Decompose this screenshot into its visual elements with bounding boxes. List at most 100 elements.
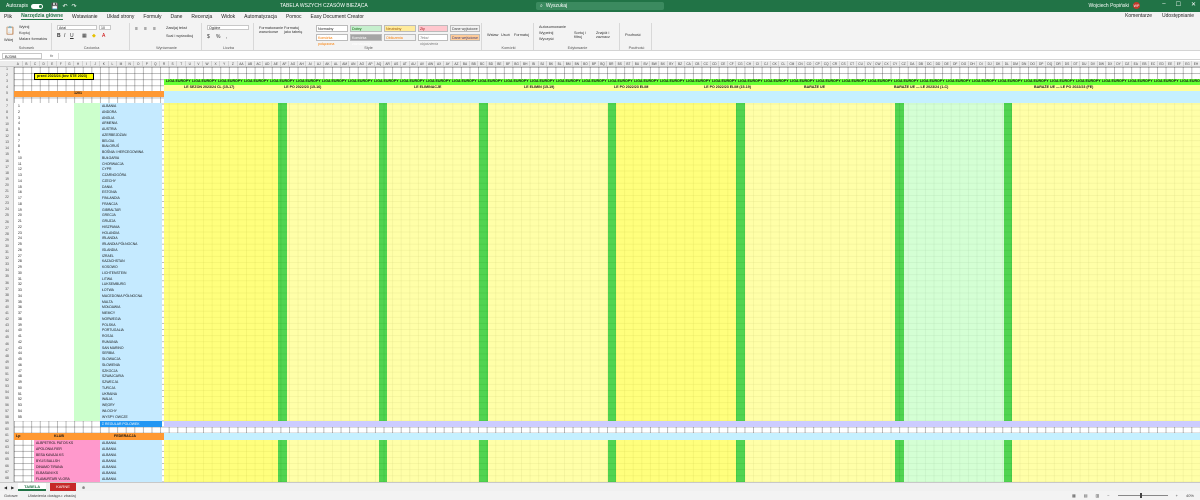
country-cell[interactable]: MACEDONIA PÓŁNOCNA — [102, 293, 143, 298]
column-header[interactable]: DY — [1115, 61, 1124, 66]
row-header[interactable]: 36 — [5, 280, 9, 285]
accessibility-status[interactable]: Ułatwienia dostępu: zbadaj — [27, 493, 76, 498]
column-header[interactable]: DK — [994, 61, 1003, 66]
row-header[interactable]: 56 — [5, 402, 9, 407]
avatar[interactable]: WP — [1133, 2, 1140, 9]
underline-icon[interactable]: U — [70, 33, 74, 39]
column-header[interactable]: AJ — [315, 61, 324, 66]
add-sheet-icon[interactable]: ⊕ — [81, 484, 86, 490]
name-box[interactable]: BJ398 — [2, 52, 42, 59]
country-cell[interactable]: SŁOWACJA — [102, 357, 121, 361]
close-icon[interactable]: ✕ — [1190, 2, 1196, 8]
row-header[interactable]: 66 — [5, 463, 9, 468]
row-header[interactable]: 57 — [5, 408, 9, 413]
column-header[interactable]: CU — [857, 61, 866, 66]
column-header[interactable]: EF — [1175, 61, 1184, 66]
column-header[interactable]: BD — [487, 61, 496, 66]
paste-button[interactable]: Wklej — [4, 38, 14, 42]
column-header[interactable]: DE — [943, 61, 952, 66]
column-header[interactable]: DC — [926, 61, 935, 66]
style-neutral[interactable]: Neutralny — [384, 25, 416, 32]
row-header[interactable]: 26 — [5, 219, 9, 224]
row-header[interactable]: 16 — [5, 158, 9, 163]
column-header[interactable]: BH — [521, 61, 530, 66]
column-header[interactable]: CR — [831, 61, 840, 66]
column-header[interactable]: DT — [1072, 61, 1081, 66]
column-header[interactable]: BC — [478, 61, 487, 66]
column-header[interactable]: BO — [582, 61, 591, 66]
column-header[interactable]: D — [40, 61, 49, 66]
zoom-slider[interactable] — [1117, 493, 1168, 498]
row-header[interactable]: 18 — [5, 170, 9, 175]
align-bottom-icon[interactable]: ≡ — [153, 26, 156, 32]
align-middle-icon[interactable]: ≡ — [144, 26, 147, 32]
column-header[interactable]: W — [203, 61, 212, 66]
column-header[interactable]: H — [74, 61, 83, 66]
country-cell[interactable]: HISZPANIA — [102, 224, 120, 229]
number-format-select[interactable]: Ogólne — [207, 25, 249, 30]
column-header[interactable]: BW — [650, 61, 659, 66]
column-header[interactable]: Q — [152, 61, 161, 66]
country-cell[interactable]: ROSJA — [102, 334, 114, 338]
column-header[interactable]: DP — [1037, 61, 1046, 66]
style-good[interactable]: Dobry — [350, 25, 382, 32]
font-size-select[interactable]: 10 — [99, 25, 111, 30]
row-header[interactable]: 10 — [5, 121, 9, 126]
clear-button[interactable]: Wyczyść — [539, 37, 554, 41]
club-federation-cell[interactable]: ALBANIA — [102, 471, 117, 475]
column-header[interactable]: CL — [779, 61, 788, 66]
column-header[interactable]: CM — [788, 61, 797, 66]
share-button[interactable]: Udostępnianie — [1162, 13, 1194, 19]
page-break-icon[interactable]: ▥ — [1095, 493, 1100, 498]
row-header[interactable]: 37 — [5, 286, 9, 291]
club-federation-cell[interactable]: ALBANIA — [102, 465, 117, 469]
column-header[interactable]: AF — [281, 61, 290, 66]
country-cell[interactable]: WALIA — [102, 397, 113, 402]
zoom-out-icon[interactable]: − — [1107, 493, 1110, 498]
column-header[interactable]: G — [66, 61, 75, 66]
comments-button[interactable]: Komentarze — [1125, 13, 1153, 19]
column-header[interactable]: AY — [444, 61, 453, 66]
column-header[interactable]: S — [169, 61, 178, 66]
column-header[interactable]: AN — [349, 61, 358, 66]
column-header[interactable]: E — [48, 61, 57, 66]
country-cell[interactable]: CYPR — [102, 167, 112, 172]
club-cell[interactable]: DINAMO TIRANA — [36, 465, 63, 469]
find-select-button[interactable]: Znajdź i zaznacz — [596, 31, 610, 39]
column-header[interactable]: AZ — [453, 61, 462, 66]
title-cell[interactable]: przed 2023/24 (bez STE 2023) — [34, 73, 94, 80]
column-header[interactable]: DB — [917, 61, 926, 66]
country-cell[interactable]: GRECJA — [102, 213, 116, 218]
column-header[interactable]: CJ — [762, 61, 771, 66]
club-federation-cell[interactable]: ALBANIA — [102, 459, 117, 463]
country-cell[interactable]: BUŁGARIA — [102, 155, 120, 160]
column-header[interactable]: CQ — [822, 61, 831, 66]
column-header[interactable]: CH — [745, 61, 754, 66]
country-cell[interactable]: LUKSEMBURG — [102, 282, 126, 287]
column-header[interactable]: DA — [908, 61, 917, 66]
insert-cells-button[interactable]: Wstaw — [487, 33, 499, 37]
redo-icon[interactable]: ↷ — [71, 3, 77, 10]
fill-color-icon[interactable]: ◆ — [92, 33, 96, 39]
column-header[interactable]: CI — [754, 61, 763, 66]
country-cell[interactable]: CZARNOGÓRA — [102, 173, 127, 177]
column-header[interactable]: CG — [736, 61, 745, 66]
maximize-icon[interactable]: ☐ — [1175, 2, 1181, 8]
column-header[interactable]: V — [195, 61, 204, 66]
column-header[interactable]: CO — [805, 61, 814, 66]
row-header[interactable]: 8 — [6, 109, 8, 114]
column-header[interactable]: BU — [633, 61, 642, 66]
column-header[interactable]: BN — [573, 61, 582, 66]
column-header[interactable]: BJ — [539, 61, 548, 66]
column-header[interactable]: BI — [530, 61, 539, 66]
column-header[interactable]: DD — [934, 61, 943, 66]
autosave-toggle[interactable]: Autozapis — [6, 3, 43, 9]
column-header[interactable]: BV — [642, 61, 651, 66]
column-header[interactable]: BS — [616, 61, 625, 66]
toggle-switch-icon[interactable] — [30, 3, 43, 9]
column-header[interactable]: AA — [238, 61, 247, 66]
row-header[interactable]: 41 — [5, 311, 9, 315]
fx-icon[interactable]: fx — [50, 53, 54, 58]
country-cell[interactable]: KOSOWO — [102, 265, 118, 269]
country-cell[interactable]: WĘGRY — [102, 403, 115, 407]
